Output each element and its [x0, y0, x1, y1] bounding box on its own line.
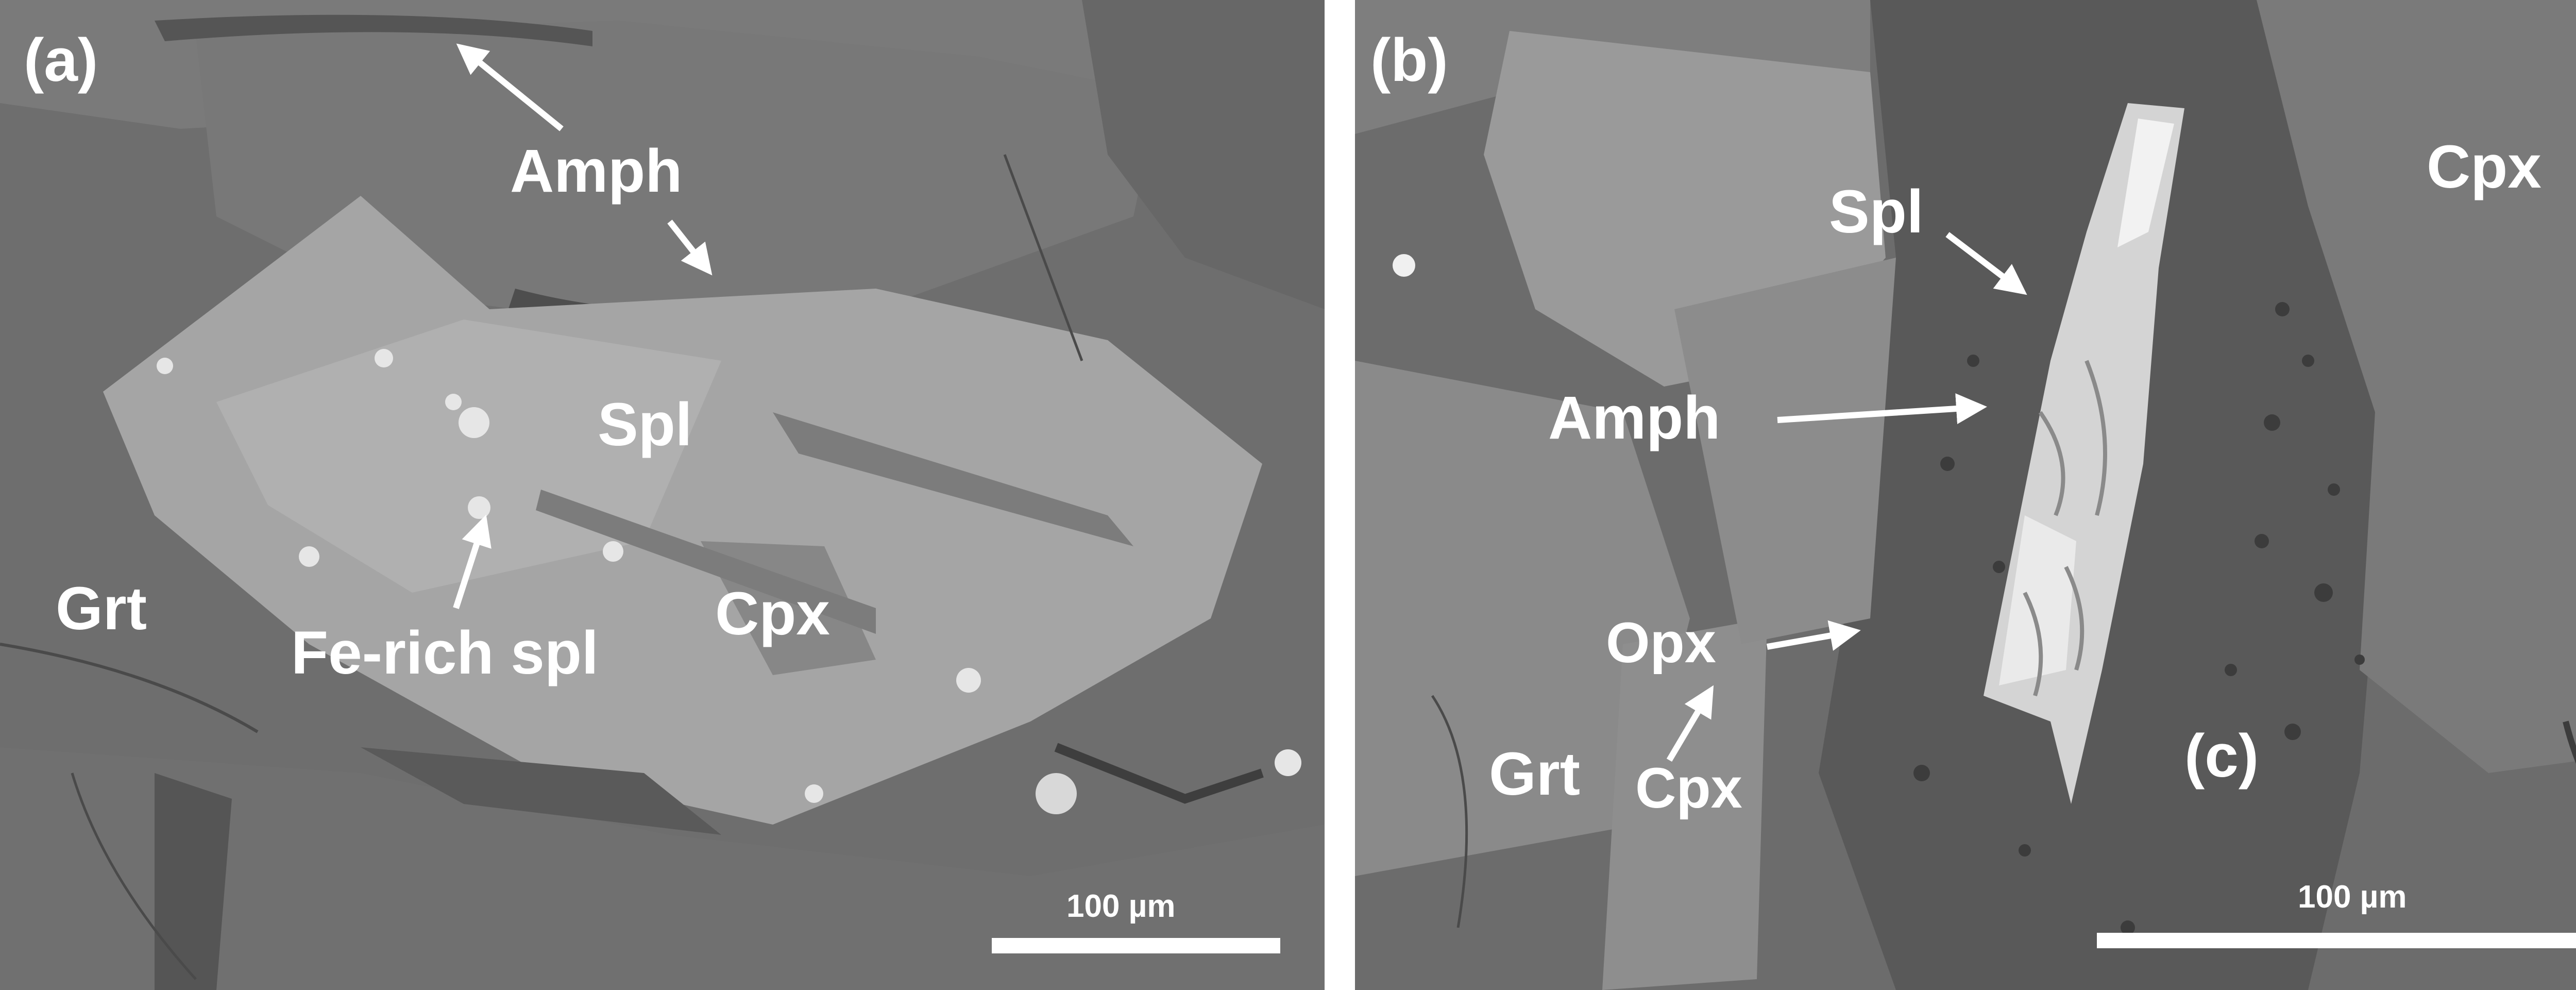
label-spl: Spl	[598, 391, 692, 459]
panel-a-scale-bar	[992, 938, 1280, 953]
label-cpx: Cpx	[715, 580, 830, 648]
panel-b-scale-bar	[2097, 933, 2576, 948]
panel-b-letter: (b)	[1370, 26, 1448, 94]
arrow-amph-upper	[456, 43, 564, 131]
panel-b-arrows	[1666, 232, 2027, 762]
label-spl: Spl	[1829, 178, 1924, 246]
label-fe-rich-spl: Fe-rich spl	[291, 619, 599, 687]
panel-a-scale-label: 100 µm	[1066, 888, 1176, 924]
panel-b-micrograph: (b) Cpx Spl Amph Opx Grt Cpx (c) 100 µm	[1355, 0, 2576, 990]
arrow-fe-rich-spl	[453, 514, 492, 609]
label-grt: Grt	[56, 575, 147, 643]
label-opx: Opx	[1606, 611, 1716, 675]
panel-a-letter: (a)	[24, 26, 98, 94]
panel-b-scale-label: 100 µm	[2298, 879, 2407, 915]
arrow-spl	[1945, 232, 2027, 295]
label-cpx-bottom: Cpx	[1635, 757, 1742, 820]
label-amph: Amph	[510, 137, 683, 205]
arrow-opx	[1766, 620, 1861, 651]
label-grt: Grt	[1489, 740, 1580, 808]
arrow-cpx-bottom	[1666, 685, 1714, 762]
label-amph: Amph	[1548, 384, 1721, 452]
panel-a-micrograph: (a) Amph Spl Grt Cpx Fe-rich spl 100 µm	[0, 0, 1325, 990]
label-c-marker: (c)	[2184, 722, 2259, 790]
panel-a-texture	[0, 0, 1325, 990]
panel-a-arrows	[453, 43, 713, 609]
arrow-amph-lower	[667, 220, 713, 276]
label-cpx-top: Cpx	[2427, 133, 2541, 201]
arrow-amph	[1777, 393, 1987, 424]
